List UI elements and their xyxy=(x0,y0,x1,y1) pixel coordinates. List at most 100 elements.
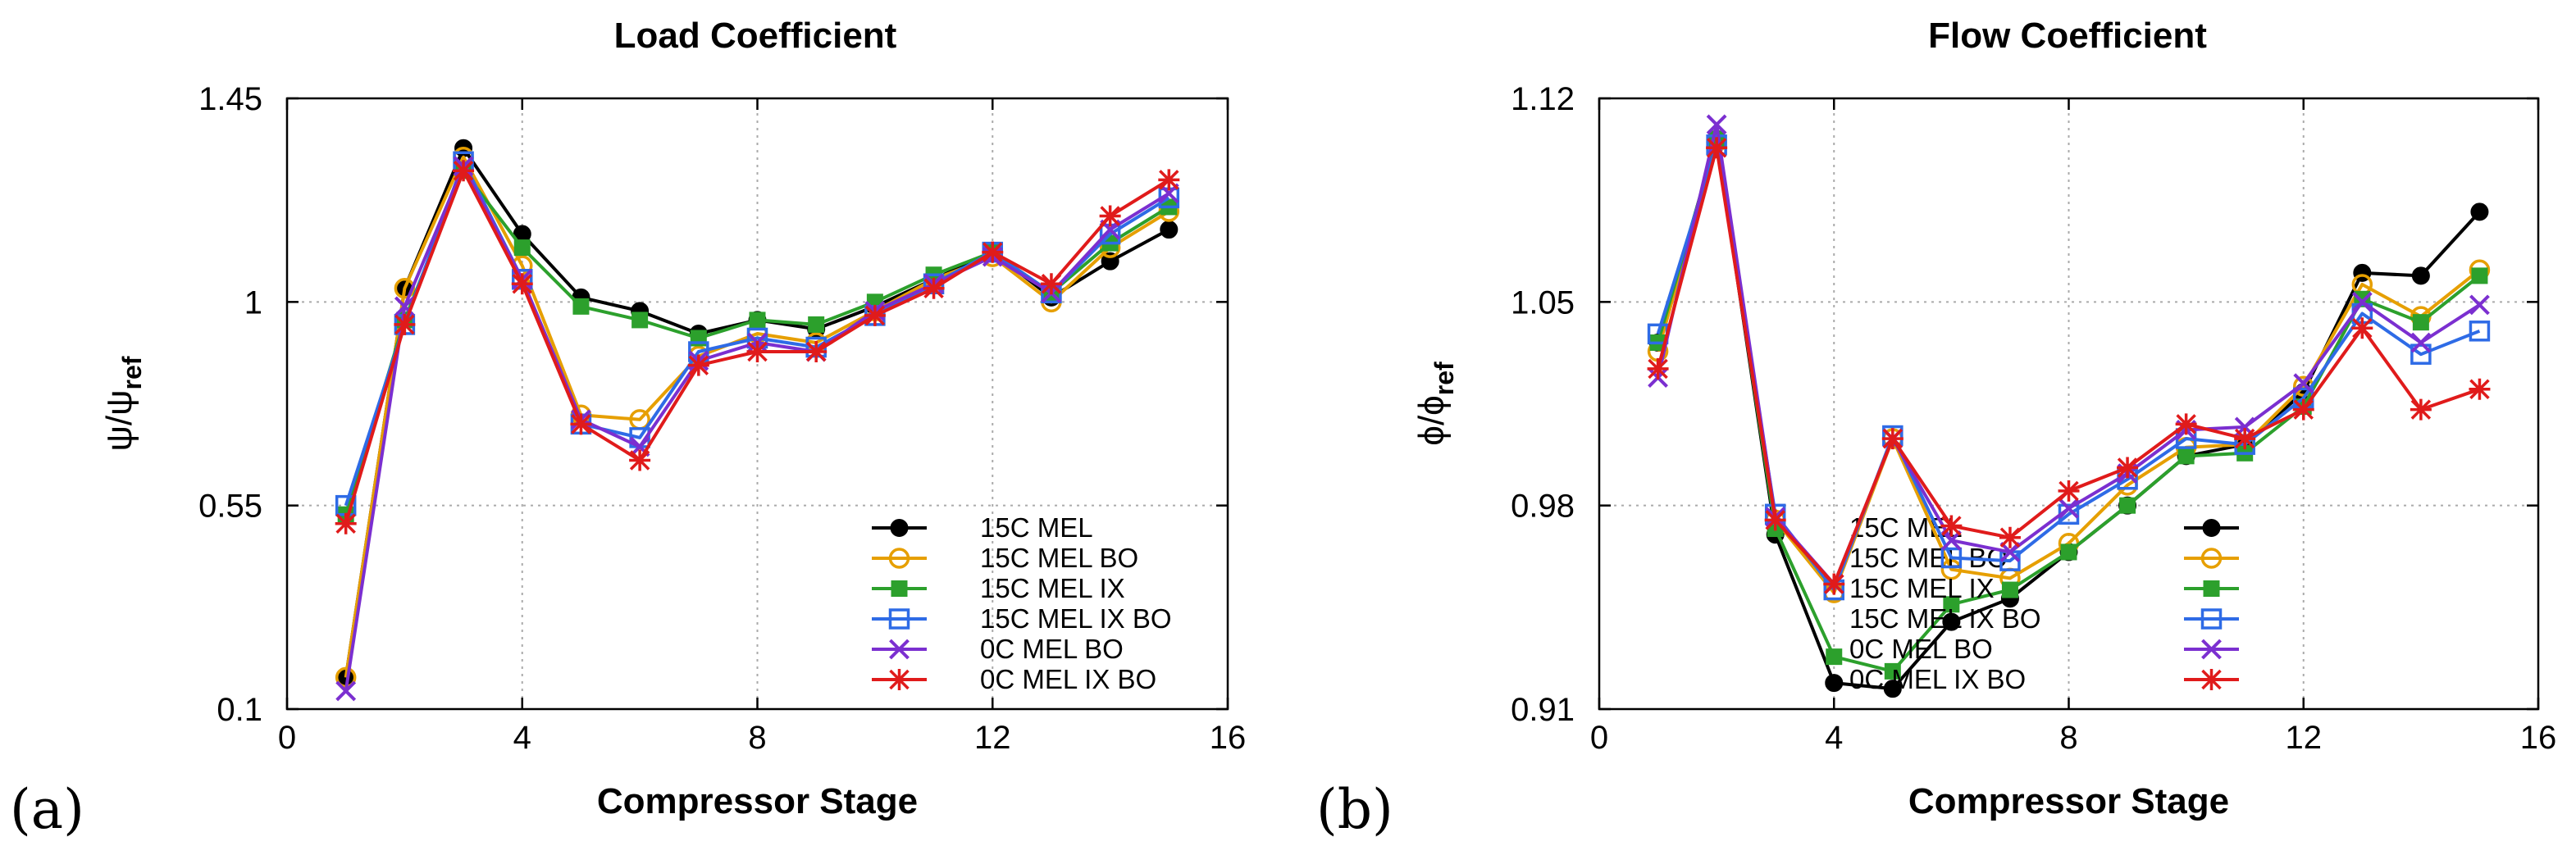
y-axis-label-symbol: ϕ/ϕ xyxy=(1411,395,1452,446)
data-point-marker xyxy=(746,341,768,363)
data-point-marker xyxy=(1764,509,1786,531)
data-point-marker xyxy=(1940,558,1963,580)
y-axis-label: ψ/ψref xyxy=(99,356,147,451)
data-point-marker xyxy=(1942,612,1961,631)
data-point-marker xyxy=(1883,680,1902,698)
data-point-marker xyxy=(2177,448,2195,465)
data-point-marker xyxy=(805,341,828,363)
legend-entry: 15C MEL xyxy=(872,512,1093,543)
data-point-marker xyxy=(1823,573,1845,595)
data-point-marker xyxy=(2412,314,2429,331)
series-line xyxy=(1656,137,2481,673)
data-point-marker xyxy=(2059,498,2079,519)
y-axis-label-symbol: ψ/ψ xyxy=(99,389,139,451)
data-point-marker xyxy=(2469,321,2491,342)
data-point-marker xyxy=(2201,639,2222,660)
series-line xyxy=(344,155,1170,678)
legend-label: 0C MEL BO xyxy=(980,634,1124,664)
series-line xyxy=(1656,137,2481,691)
data-point-marker xyxy=(1647,357,1669,380)
data-point-marker xyxy=(1706,137,1728,159)
legend-label: 15C MEL IX xyxy=(1849,573,1995,603)
legend-entry: 15C MEL IX xyxy=(1849,573,2239,603)
data-point-marker xyxy=(1940,515,1963,537)
chart-title: Load Coefficient xyxy=(614,16,897,56)
data-point-marker xyxy=(2175,413,2197,435)
data-point-marker xyxy=(394,313,416,335)
legend-entry: 0C MEL IX BO xyxy=(872,664,1156,694)
legend-label: 15C MEL IX xyxy=(980,573,1125,603)
data-point-marker xyxy=(2351,291,2373,312)
x-axis-label: Compressor Stage xyxy=(1908,781,2229,821)
data-point-marker xyxy=(629,449,651,471)
data-point-marker xyxy=(2410,398,2432,421)
data-point-marker xyxy=(1826,648,1843,666)
x-tick-label: 0 xyxy=(278,720,296,756)
legend-entry: 15C MEL IX xyxy=(872,573,1125,603)
data-point-marker xyxy=(2234,428,2256,450)
data-point-marker xyxy=(2200,669,2223,690)
y-tick-label: 0.55 xyxy=(198,489,262,525)
data-point-marker xyxy=(2471,267,2488,284)
data-point-marker xyxy=(1099,205,1121,227)
y-tick-label: 1 xyxy=(244,284,262,321)
data-point-marker xyxy=(2411,266,2430,285)
data-point-marker xyxy=(2119,497,2136,514)
data-point-marker xyxy=(2202,519,2221,537)
series-15c-mel xyxy=(1648,130,2489,698)
y-tick-label: 0.1 xyxy=(217,692,262,728)
y-tick-label: 0.91 xyxy=(1511,692,1575,728)
chart-panel-a: Load Coefficient 0 4 8 12 16 0.1 0.55 1 1.45 Compr… xyxy=(10,16,1246,841)
data-point-marker xyxy=(2001,581,2018,598)
x-tick-label: 8 xyxy=(748,720,766,756)
data-point-marker xyxy=(2117,457,2139,479)
y-tick-label: 1.05 xyxy=(1511,284,1575,321)
chart-panel-b: Flow Coefficient 0 4 8 12 16 0.91 0.98 1.05 1.12 C… xyxy=(1316,16,2556,841)
data-point-marker xyxy=(1881,428,1904,450)
x-tick-label: 16 xyxy=(2520,720,2557,756)
data-point-marker xyxy=(890,519,909,537)
data-point-marker xyxy=(513,239,531,257)
data-point-marker xyxy=(570,413,592,435)
legend-entry: 15C MEL IX BO xyxy=(872,603,1172,634)
data-point-marker xyxy=(2351,317,2373,339)
legend-label: 0C MEL BO xyxy=(1849,634,1993,664)
legend-label: 15C MEL IX BO xyxy=(1849,603,2041,634)
legend-label: 15C MEL IX BO xyxy=(980,603,1172,634)
data-point-marker xyxy=(2058,480,2080,502)
legend-entry: 0C MEL IX BO xyxy=(1849,664,2239,694)
data-point-marker xyxy=(982,241,1004,263)
data-point-marker xyxy=(1999,542,2021,562)
data-point-marker xyxy=(1943,596,1960,613)
data-point-marker xyxy=(2293,373,2314,394)
x-tick-label: 4 xyxy=(513,720,531,756)
plot-frame xyxy=(1598,97,2540,711)
data-point-marker xyxy=(2060,543,2077,561)
legend-entry: 15C MEL IX BO xyxy=(1849,603,2239,634)
x-tick-label: 12 xyxy=(974,720,1011,756)
data-point-marker xyxy=(1940,530,1962,551)
data-point-marker xyxy=(2200,548,2223,569)
data-point-marker xyxy=(889,639,910,660)
x-axis-label: Compressor Stage xyxy=(597,781,918,821)
data-point-marker xyxy=(335,512,357,534)
data-point-marker xyxy=(864,304,886,326)
data-point-marker xyxy=(2469,378,2491,400)
data-point-marker xyxy=(453,160,475,182)
data-point-marker xyxy=(891,580,908,597)
legend-label: 0C MEL IX BO xyxy=(1849,664,2026,694)
data-point-marker xyxy=(687,354,709,376)
data-point-marker xyxy=(888,669,910,690)
y-axis-label: ϕ/ϕref xyxy=(1411,362,1459,446)
data-point-marker xyxy=(1825,674,1844,693)
data-point-marker xyxy=(888,548,910,569)
series-15c-mel-ix xyxy=(1649,130,2488,680)
data-point-marker xyxy=(335,680,357,702)
data-point-marker xyxy=(1706,114,1727,135)
legend-label: 0C MEL IX BO xyxy=(980,664,1156,694)
data-point-marker xyxy=(2200,608,2223,630)
x-tick-label: 0 xyxy=(1590,720,1608,756)
legend-entry: 15C MEL BO xyxy=(872,543,1138,573)
y-tick-label: 0.98 xyxy=(1511,489,1575,525)
